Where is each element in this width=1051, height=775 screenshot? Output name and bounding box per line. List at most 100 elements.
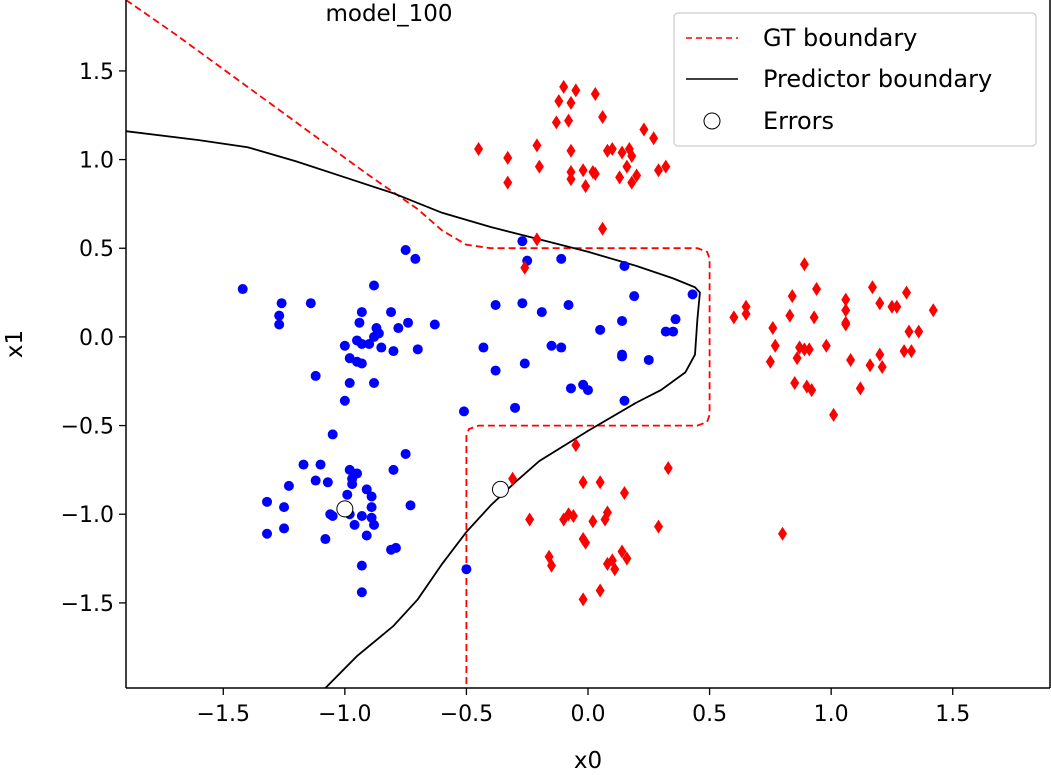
class1-point: [841, 303, 851, 318]
class1-point: [571, 83, 581, 98]
class0-point: [403, 317, 414, 328]
class1-point: [571, 438, 581, 453]
class1-point: [841, 292, 851, 307]
class1-point: [566, 143, 576, 158]
legend-frame: [673, 12, 1037, 147]
class1-point: [877, 360, 887, 375]
class1-point: [602, 505, 612, 520]
class0-point: [429, 319, 440, 330]
class0-point: [643, 354, 654, 365]
class0-point: [369, 378, 380, 389]
class0-point: [490, 365, 501, 376]
class1-point: [588, 514, 598, 529]
class1-point: [534, 159, 544, 174]
legend-gt-label: GT boundary: [763, 24, 917, 52]
class1-point: [729, 310, 739, 325]
class0-point: [388, 346, 399, 357]
x-tick-label: 0.0: [571, 702, 606, 727]
class1-point: [787, 289, 797, 304]
x-tick-label: −1.5: [197, 702, 250, 727]
class0-point: [556, 253, 567, 264]
chart-title: model_100: [325, 1, 452, 27]
class1-point: [906, 344, 916, 359]
class0-point: [366, 491, 377, 502]
class1-point: [566, 172, 576, 187]
class1-point: [568, 509, 578, 523]
class1-point: [632, 168, 642, 183]
class1-point: [661, 159, 671, 174]
error-points: [336, 480, 509, 518]
class1-point: [768, 321, 778, 336]
class1-point: [899, 344, 909, 359]
gt-boundary-layer: [126, 0, 711, 688]
class1-point: [503, 175, 513, 190]
class1-point: [649, 131, 659, 146]
class0-point: [366, 502, 377, 513]
class1-point: [595, 475, 605, 490]
class1-point: [578, 163, 588, 178]
class1-point: [892, 299, 902, 314]
class0-point: [390, 542, 401, 553]
error-point: [336, 500, 354, 518]
class0-point: [517, 236, 528, 247]
class1-point: [829, 407, 839, 422]
class0-point: [563, 299, 574, 310]
class1-point: [581, 535, 591, 550]
class1-point: [639, 122, 649, 137]
class1-point: [875, 296, 885, 311]
x-tick-label: 0.5: [692, 702, 727, 727]
class0-point: [356, 560, 367, 571]
class0-point: [458, 406, 469, 417]
class0-point: [400, 245, 411, 256]
class0-point: [237, 284, 248, 295]
class0-point: [310, 370, 321, 381]
class1-point: [804, 342, 814, 357]
class1-point: [474, 141, 484, 156]
legend-predictor-label: Predictor boundary: [763, 65, 992, 93]
class1-point: [551, 115, 561, 130]
class1-point: [503, 150, 513, 165]
class0-point: [556, 342, 567, 353]
class0-point: [344, 378, 355, 389]
class1-point: [792, 351, 802, 366]
y-tick-label: 1.5: [79, 60, 114, 85]
class1-point: [590, 86, 600, 101]
class1-point: [914, 324, 924, 339]
legend-errors-swatch: [703, 112, 721, 130]
class0-point: [369, 280, 380, 291]
class0-point: [339, 340, 350, 351]
class1-point: [532, 232, 542, 247]
class1-point: [627, 175, 637, 190]
x-tick-label: −0.5: [440, 702, 493, 727]
class0-point: [356, 307, 367, 318]
class1-point: [654, 163, 664, 178]
class0-point: [510, 402, 521, 413]
class1-point: [610, 562, 620, 577]
class0-point: [279, 502, 290, 513]
class0-point: [262, 496, 273, 507]
x-axis-ticks: −1.5 −1.0 −0.5 0.0 0.5 1.0 1.5: [197, 688, 970, 727]
legend-errors-label: Errors: [763, 107, 834, 135]
class1-point: [902, 285, 912, 300]
x-tick-label: 1.5: [935, 702, 970, 727]
class1-point: [855, 381, 865, 396]
class0-point: [386, 307, 397, 318]
class0-point: [262, 528, 273, 539]
plot-area: [126, 0, 938, 688]
predictor-boundary-layer: [126, 130, 701, 688]
class1-point: [624, 141, 634, 156]
class1-points: [474, 79, 938, 607]
class0-point: [349, 519, 360, 530]
legend: GT boundary Predictor boundary Errors: [673, 12, 1037, 147]
class1-point: [865, 358, 875, 373]
class1-point: [566, 165, 576, 179]
class0-point: [274, 319, 285, 330]
class0-point: [339, 395, 350, 406]
class0-point: [617, 351, 628, 362]
class0-point: [412, 344, 423, 355]
class1-point: [547, 558, 557, 573]
class1-point: [595, 583, 605, 598]
class0-point: [536, 307, 547, 318]
class0-point: [617, 315, 628, 326]
class0-point: [519, 358, 530, 369]
